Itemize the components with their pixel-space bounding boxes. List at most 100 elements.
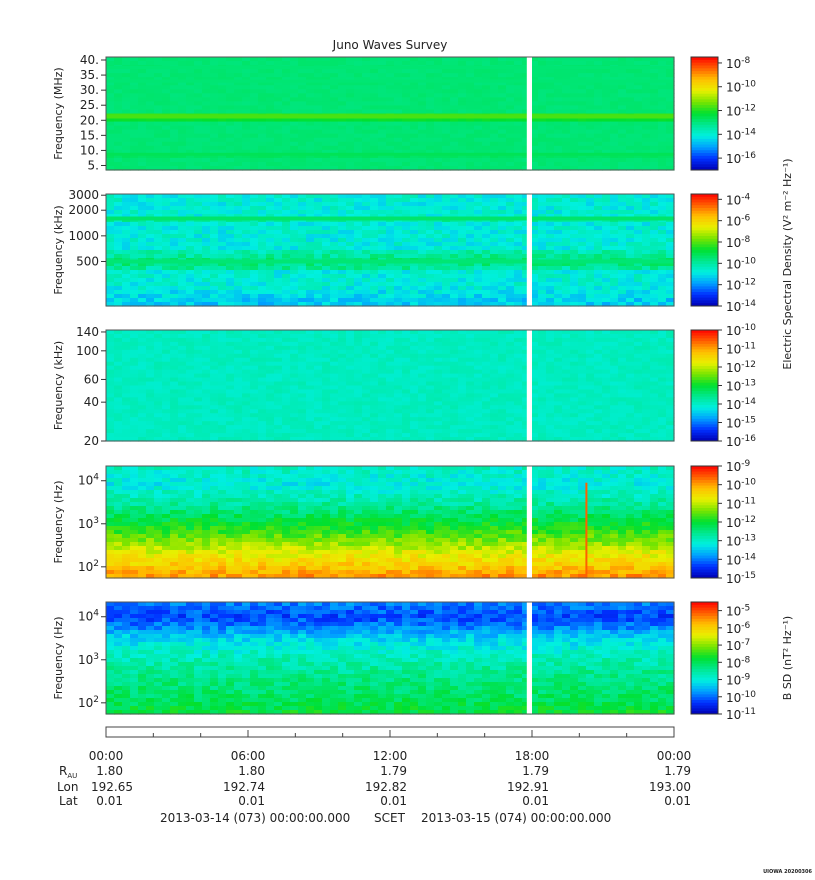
- heatmap-cell: [266, 137, 275, 143]
- heatmap-cell: [434, 282, 443, 287]
- heatmap-cell: [402, 214, 411, 219]
- heatmap-cell: [250, 230, 259, 235]
- heatmap-cell: [170, 153, 179, 159]
- heatmap-cell: [290, 85, 299, 90]
- heatmap-cell: [570, 133, 579, 139]
- heatmap-cell: [234, 286, 243, 291]
- heatmap-cell: [586, 274, 595, 279]
- heatmap-cell: [146, 101, 155, 107]
- heatmap-cell: [282, 153, 291, 159]
- heatmap-cell: [610, 133, 619, 139]
- heatmap-cell: [474, 286, 483, 291]
- heatmap-cell: [130, 117, 139, 123]
- heatmap-cell: [378, 222, 387, 227]
- heatmap-cell: [634, 298, 643, 303]
- heatmap-cell: [170, 141, 179, 147]
- heatmap-cell: [554, 198, 563, 203]
- heatmap-cell: [666, 141, 675, 147]
- heatmap-cell: [450, 361, 459, 367]
- heatmap-cell: [162, 145, 171, 151]
- heatmap-cell: [306, 129, 315, 135]
- heatmap-cell: [570, 266, 579, 271]
- heatmap-cell: [586, 202, 595, 207]
- heatmap-cell: [274, 214, 283, 219]
- heatmap-cell: [666, 85, 675, 90]
- heatmap-cell: [266, 234, 275, 239]
- heatmap-cell: [138, 57, 147, 62]
- heatmap-cell: [610, 337, 619, 343]
- heatmap-cell: [234, 194, 243, 199]
- heatmap-cell: [506, 369, 515, 375]
- heatmap-cell: [290, 101, 299, 107]
- heatmap-cell: [210, 345, 219, 351]
- heatmap-cell: [266, 349, 275, 355]
- heatmap-cell: [434, 242, 443, 247]
- y-axis-label: Frequency (MHz): [52, 67, 65, 159]
- heatmap-cell: [386, 266, 395, 271]
- heatmap-cell: [394, 365, 403, 371]
- heatmap-cell: [202, 145, 211, 151]
- heatmap-cell: [226, 234, 235, 239]
- heatmap-cell: [170, 230, 179, 235]
- heatmap-cell: [538, 230, 547, 235]
- heatmap-cell: [122, 294, 131, 299]
- heatmap-cell: [458, 61, 467, 66]
- heatmap-cell: [322, 238, 331, 243]
- heatmap-cell: [642, 361, 651, 367]
- heatmap-cell: [522, 353, 531, 359]
- heatmap-cell: [266, 369, 275, 375]
- heatmap-cell: [610, 202, 619, 207]
- emission-band: [106, 152, 674, 156]
- heatmap-cell: [170, 333, 179, 339]
- heatmap-cell: [602, 254, 611, 259]
- heatmap-cell: [354, 77, 363, 82]
- heatmap-cell: [218, 117, 227, 123]
- heatmap-cell: [570, 278, 579, 283]
- heatmap-cell: [314, 149, 323, 155]
- heatmap-cell: [554, 89, 563, 94]
- heatmap-cell: [402, 198, 411, 203]
- heatmap-cell: [434, 57, 443, 62]
- heatmap-cell: [530, 97, 539, 102]
- heatmap-cell: [314, 109, 323, 115]
- heatmap-cell: [122, 250, 131, 255]
- heatmap-cell: [322, 286, 331, 291]
- heatmap-cell: [130, 238, 139, 243]
- heatmap-cell: [474, 69, 483, 74]
- heatmap-cell: [458, 330, 467, 335]
- heatmap-cell: [650, 69, 659, 74]
- heatmap-cell: [202, 153, 211, 159]
- colorbar-swatch: [691, 278, 718, 282]
- heatmap-cell: [538, 105, 547, 111]
- heatmap-cell: [138, 286, 147, 291]
- heatmap-cell: [610, 357, 619, 363]
- heatmap-cell: [106, 341, 115, 347]
- heatmap-cell: [618, 333, 627, 339]
- heatmap-cell: [538, 302, 547, 307]
- heatmap-cell: [514, 270, 523, 275]
- heatmap-cell: [458, 69, 467, 74]
- heatmap-cell: [146, 337, 155, 343]
- heatmap-cell: [594, 57, 603, 62]
- colorbar-swatch: [691, 158, 718, 163]
- heatmap-cell: [194, 133, 203, 139]
- heatmap-cell: [522, 262, 531, 267]
- heatmap-cell: [290, 149, 299, 155]
- heatmap-cell: [450, 270, 459, 275]
- heatmap-cell: [130, 105, 139, 111]
- heatmap-cell: [474, 234, 483, 239]
- heatmap-cell: [466, 198, 475, 203]
- heatmap-cell: [418, 365, 427, 371]
- heatmap-cell: [194, 266, 203, 271]
- panel-frame: [105, 56, 675, 171]
- heatmap-cell: [666, 266, 675, 271]
- heatmap-cell: [418, 337, 427, 343]
- heatmap-cell: [618, 206, 627, 211]
- heatmap-cell: [218, 349, 227, 355]
- heatmap-cell: [530, 341, 539, 347]
- colorbar-tick-label: 10-14: [726, 299, 756, 314]
- heatmap-cell: [210, 129, 219, 135]
- heatmap-cell: [122, 81, 131, 86]
- heatmap-cell: [498, 117, 507, 123]
- heatmap-cell: [330, 85, 339, 90]
